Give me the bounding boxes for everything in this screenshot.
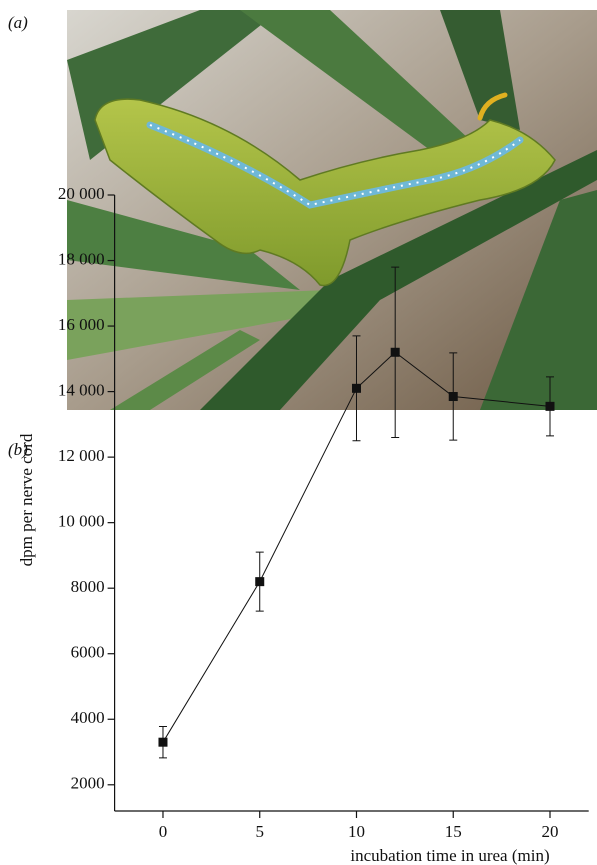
x-tick-label: 0 (159, 822, 168, 841)
y-tick-label: 14 000 (58, 381, 105, 400)
y-tick-label: 12 000 (58, 446, 105, 465)
y-tick-label: 20 000 (58, 184, 105, 203)
y-tick-label: 10 000 (58, 512, 105, 531)
x-axis-title: incubation time in urea (min) (350, 846, 549, 865)
y-tick-label: 2000 (71, 774, 105, 793)
x-tick-label: 15 (445, 822, 462, 841)
panel-label: (a) (8, 13, 28, 32)
marker (449, 392, 458, 401)
figure: (a) (b) incubation time in urea (min) dp… (0, 0, 597, 865)
x-tick-label: 5 (255, 822, 264, 841)
y-tick-label: 18 000 (58, 249, 105, 268)
y-tick-label: 8000 (71, 577, 105, 596)
y-tick-label: 16 000 (58, 315, 105, 334)
y-tick-label: 6000 (71, 643, 105, 662)
photo (67, 10, 597, 410)
y-axis-title: dpm per nerve cord (17, 433, 36, 566)
marker (158, 738, 167, 747)
x-tick-label: 10 (348, 822, 365, 841)
marker (352, 384, 361, 393)
y-tick-label: 4000 (71, 708, 105, 727)
marker (391, 348, 400, 357)
marker (255, 577, 264, 586)
marker (545, 402, 554, 411)
x-tick-label: 20 (541, 822, 558, 841)
